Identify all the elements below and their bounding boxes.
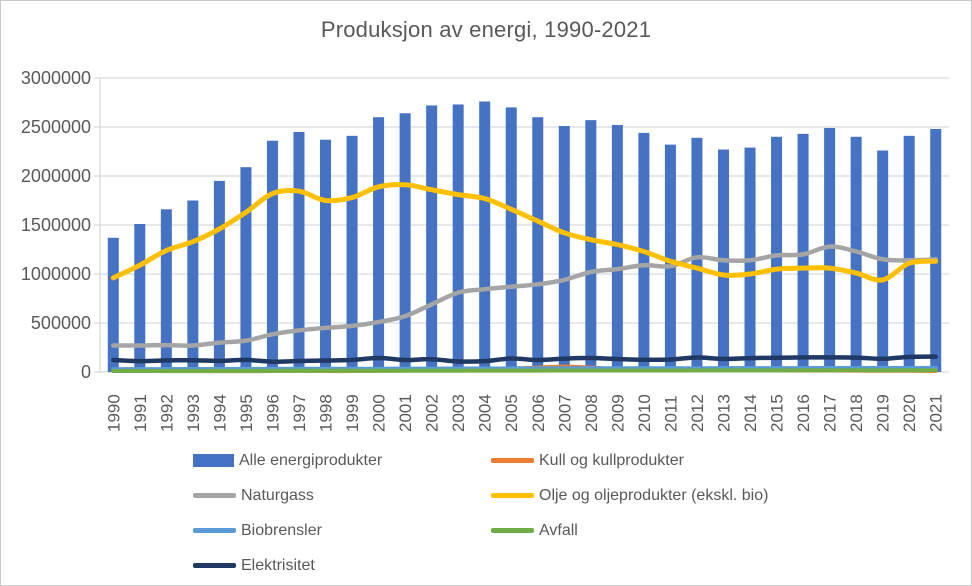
x-axis-label-2015: 2015	[768, 394, 787, 432]
legend-item-naturgass: Naturgass	[193, 487, 491, 505]
y-tick-label-500000: 500000	[31, 313, 91, 333]
y-tick-label-1000000: 1000000	[21, 264, 91, 284]
x-axis-label-2012: 2012	[688, 394, 707, 432]
legend-item-olje-og-oljeprodukter-ekskl-bio: Olje og oljeprodukter (ekskl. bio)	[491, 487, 768, 505]
bar-2004	[479, 101, 491, 373]
x-axis-label-1999: 1999	[343, 394, 362, 432]
bar-1996	[266, 140, 278, 372]
x-axis-label-2018: 2018	[847, 394, 866, 432]
x-axis-label-1998: 1998	[317, 394, 336, 432]
x-axis-label-2004: 2004	[476, 394, 495, 432]
legend-swatch-avfall	[491, 528, 534, 533]
legend-swatch-kull-og-kullprodukter	[491, 458, 534, 463]
bar-2007	[558, 126, 570, 373]
bar-2001	[399, 113, 411, 372]
bar-1990	[107, 237, 119, 372]
bar-2008	[585, 120, 597, 372]
bar-1997	[293, 131, 305, 372]
legend-swatch-naturgass	[193, 493, 236, 498]
x-axis-label-2011: 2011	[661, 395, 680, 432]
y-tick-label-1500000: 1500000	[21, 215, 91, 235]
line-elektrisitet	[111, 354, 938, 364]
x-axis-label-1993: 1993	[184, 394, 203, 432]
legend-label-olje-og-oljeprodukter-ekskl-bio: Olje og oljeprodukter (ekskl. bio)	[539, 486, 769, 504]
legend: Alle energiprodukter Kull og kullprodukte…	[193, 443, 768, 583]
x-axis-label-2007: 2007	[555, 394, 574, 432]
x-axis-label-2003: 2003	[449, 394, 468, 432]
legend-label-alle-energiprodukter: Alle energiprodukter	[239, 451, 383, 469]
x-axis-label-1995: 1995	[237, 394, 256, 432]
bar-2021	[930, 128, 942, 372]
legend-item-biobrensler: Biobrensler	[193, 522, 491, 540]
x-axis-label-2000: 2000	[370, 394, 389, 432]
line-naturgass	[111, 244, 938, 348]
x-axis-label-2009: 2009	[608, 394, 627, 432]
bar-2000	[373, 117, 385, 372]
x-axis-label-1990: 1990	[104, 394, 123, 432]
x-axis-label-2014: 2014	[741, 394, 760, 432]
legend-swatch-alle-energiprodukter	[193, 454, 234, 467]
x-axis-label-2008: 2008	[582, 394, 601, 432]
line-avfall	[111, 368, 938, 374]
legend-item-avfall: Avfall	[491, 522, 768, 540]
bar-2011	[664, 144, 676, 372]
y-tick-label-3000000: 3000000	[21, 68, 91, 88]
bar-2006	[532, 117, 544, 372]
x-axis-label-1991: 1991	[131, 394, 150, 432]
bar-2009	[611, 125, 623, 372]
x-axis-label-2001: 2001	[396, 394, 415, 432]
legend-label-elektrisitet: Elektrisitet	[241, 556, 315, 574]
bar-2005	[505, 107, 517, 373]
line-olje-og-oljeprodukter-ekskl-bio	[110, 182, 939, 283]
y-tick-label-0: 0	[81, 362, 91, 382]
x-axis-label-2005: 2005	[502, 394, 521, 432]
legend-label-biobrensler: Biobrensler	[241, 521, 322, 539]
bar-1995	[240, 167, 252, 372]
legend-label-avfall: Avfall	[539, 521, 578, 539]
bar-1994	[213, 180, 225, 372]
bar-1998	[320, 139, 332, 372]
bar-2003	[452, 104, 464, 373]
x-axis-label-1994: 1994	[210, 394, 229, 432]
x-axis-label-1992: 1992	[157, 394, 176, 432]
x-axis-label-1997: 1997	[290, 394, 309, 432]
x-axis-label-2010: 2010	[635, 394, 654, 432]
bar-2012	[691, 137, 703, 372]
legend-label-naturgass: Naturgass	[241, 486, 314, 504]
legend-label-kull-og-kullprodukter: Kull og kullprodukter	[539, 451, 684, 469]
bar-2017	[824, 127, 836, 372]
bar-2018	[850, 136, 862, 372]
legend-item-elektrisitet: Elektrisitet	[193, 557, 491, 575]
bar-1993	[187, 200, 199, 372]
x-axis-label-2006: 2006	[529, 394, 548, 432]
y-tick-label-2000000: 2000000	[21, 166, 91, 186]
x-axis-label-2020: 2020	[900, 394, 919, 432]
line-biobrensler	[111, 365, 938, 372]
x-axis-label-2016: 2016	[794, 394, 813, 432]
x-axis-label-1996: 1996	[264, 394, 283, 432]
legend-swatch-elektrisitet	[193, 563, 236, 568]
bar-2002	[426, 105, 438, 372]
x-axis-label-2017: 2017	[821, 394, 840, 432]
bar-2020	[903, 135, 915, 372]
legend-item-alle-energiprodukter: Alle energiprodukter	[193, 452, 491, 470]
legend-swatch-olje-og-oljeprodukter-ekskl-bio	[491, 493, 534, 498]
x-axis-label-2021: 2021	[927, 394, 946, 432]
bar-1999	[346, 135, 358, 372]
legend-item-kull-og-kullprodukter: Kull og kullprodukter	[491, 452, 768, 470]
x-axis-label-2019: 2019	[874, 394, 893, 432]
x-axis-label-2002: 2002	[423, 394, 442, 432]
bar-1992	[160, 209, 172, 372]
x-axis-label-2013: 2013	[715, 394, 734, 432]
y-tick-label-2500000: 2500000	[21, 117, 91, 137]
plot-area: 0 500000 1000000 1500000 2000000 2500000 30000…	[21, 68, 949, 432]
bar-1991	[134, 224, 146, 372]
legend-swatch-biobrensler	[193, 528, 236, 533]
chart-title: Produksjon av energi, 1990-2021	[320, 17, 652, 42]
